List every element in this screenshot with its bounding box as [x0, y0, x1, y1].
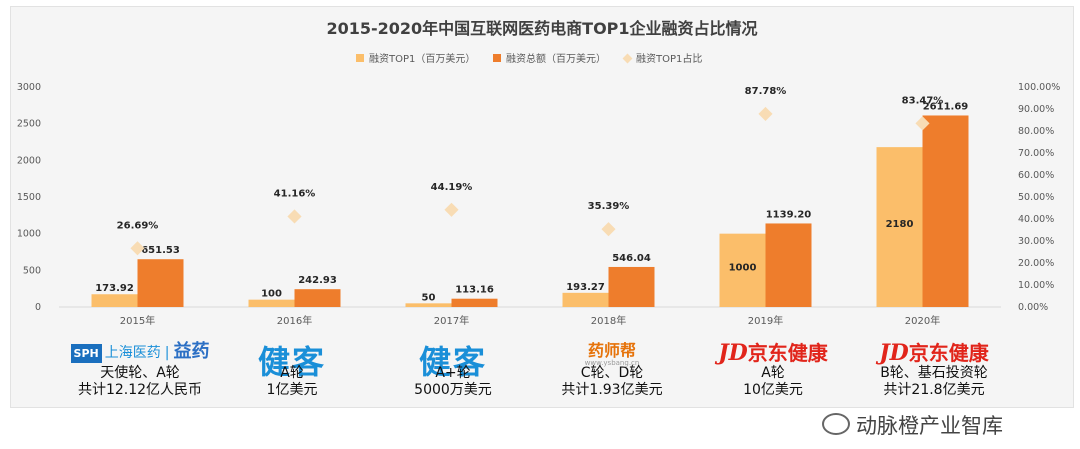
caption-amount: 5000万美元 [414, 382, 492, 398]
y-right-tick: 90.00% [1018, 104, 1054, 115]
bar-top1-2015年 [91, 294, 138, 307]
y-left-tick: 0 [35, 302, 41, 313]
y-left-tick: 500 [23, 265, 41, 276]
legend-marker-2 [622, 53, 633, 64]
share-point-2016年 [287, 209, 302, 224]
logo-jd-health-2020: JD京东健康 [879, 340, 989, 366]
caption-2019: A轮 10亿美元 [688, 365, 858, 399]
x-tick-2015年: 2015年 [120, 314, 155, 327]
y-right-tick: 20.00% [1018, 258, 1054, 269]
legend-marker-1 [493, 54, 501, 62]
bar-total-label-2015年: 651.53 [141, 245, 180, 256]
caption-round: A轮 [761, 365, 785, 381]
bar-top1-label-2016年: 100 [261, 289, 282, 300]
wechat-icon [822, 413, 850, 435]
bar-top1-label-2020年: 2180 [886, 219, 914, 230]
x-tick-2019年: 2019年 [748, 314, 783, 327]
y-left-tick: 2000 [17, 155, 41, 166]
share-label-2017年: 44.19% [431, 182, 473, 193]
bar-top1-2018年 [562, 292, 609, 307]
share-point-2018年 [601, 222, 616, 237]
y-left-tick: 2500 [17, 119, 41, 130]
bar-top1-2016年 [248, 299, 295, 307]
caption-2015: 天使轮、A轮 共计12.12亿人民币 [55, 365, 225, 399]
legend-label-2: 融资TOP1占比 [636, 52, 702, 65]
caption-round: A+轮 [435, 365, 471, 381]
y-right-tick: 10.00% [1018, 280, 1054, 291]
bar-total-2019年 [765, 223, 812, 307]
y-right-tick: 50.00% [1018, 192, 1054, 203]
logo-yaoshibang: 药师帮 www.ysbang.cn [584, 341, 640, 367]
bar-total-2020年 [922, 115, 969, 307]
caption-amount: 1亿美元 [266, 382, 318, 398]
bar-top1-label-2017年: 50 [422, 292, 436, 303]
caption-amount: 10亿美元 [743, 382, 803, 398]
bar-total-label-2017年: 113.16 [455, 285, 494, 296]
watermark: 动脉橙产业智库 [822, 410, 1003, 440]
share-label-2016年: 41.16% [274, 188, 316, 199]
y-left-tick: 1500 [17, 192, 41, 203]
legend-label-1: 融资总额（百万美元） [506, 52, 606, 65]
bar-total-2016年 [294, 289, 341, 307]
bar-top1-2020年 [876, 147, 923, 307]
y-right-tick: 80.00% [1018, 126, 1054, 137]
caption-2016: A轮 1亿美元 [207, 365, 377, 399]
caption-round: C轮、D轮 [580, 365, 644, 381]
bar-top1-2017年 [405, 303, 452, 307]
x-tick-2016年: 2016年 [277, 314, 312, 327]
share-point-2020年 [915, 116, 930, 131]
bar-top1-label-2015年: 173.92 [95, 283, 134, 294]
y-right-tick: 100.00% [1018, 82, 1060, 93]
share-label-2020年: 83.47% [902, 95, 944, 106]
bar-total-2015年 [137, 259, 184, 307]
y-right-tick: 60.00% [1018, 170, 1054, 181]
y-right-tick: 0.00% [1018, 302, 1048, 313]
x-tick-2017年: 2017年 [434, 314, 469, 327]
y-right-tick: 40.00% [1018, 214, 1054, 225]
chart-title: 2015-2020年中国互联网医药电商TOP1企业融资占比情况 [326, 19, 757, 38]
share-label-2015年: 26.69% [117, 220, 159, 231]
legend-marker-0 [356, 54, 364, 62]
x-tick-2020年: 2020年 [905, 314, 940, 327]
legend-label-0: 融资TOP1（百万美元） [369, 52, 475, 65]
share-point-2019年 [758, 106, 773, 121]
y-left-tick: 1000 [17, 229, 41, 240]
caption-2018: C轮、D轮 共计1.93亿美元 [527, 365, 697, 399]
caption-round: 天使轮、A轮 [100, 365, 180, 381]
bar-top1-2019年 [719, 233, 766, 307]
logo-jianke-2017: 健客 [418, 343, 487, 381]
caption-round: B轮、基石投资轮 [880, 365, 988, 381]
bar-total-label-2019年: 1139.20 [766, 209, 812, 220]
bar-total-2017年 [451, 298, 498, 307]
bar-total-label-2018年: 546.04 [612, 253, 651, 264]
share-label-2019年: 87.78% [745, 86, 787, 97]
caption-2017: A+轮 5000万美元 [368, 365, 538, 399]
x-tick-2018年: 2018年 [591, 314, 626, 327]
logo-jianke-2016: 健客 [257, 343, 326, 381]
share-label-2018年: 35.39% [588, 201, 630, 212]
logo-jd-health-2019: JD京东健康 [718, 340, 828, 366]
bar-top1-label-2018年: 193.27 [566, 282, 605, 293]
bar-total-label-2016年: 242.93 [298, 275, 337, 286]
chart-frame: 2015-2020年中国互联网医药电商TOP1企业融资占比情况融资TOP1（百万… [10, 6, 1074, 408]
bar-total-2018年 [608, 266, 655, 307]
chart: 2015-2020年中国互联网医药电商TOP1企业融资占比情况融资TOP1（百万… [17, 19, 1060, 327]
bar-top1-label-2019年: 1000 [729, 262, 757, 273]
y-right-tick: 30.00% [1018, 236, 1054, 247]
bar-total-label-2020年: 2611.69 [923, 101, 969, 112]
caption-amount: 共计21.8亿美元 [883, 382, 985, 398]
caption-amount: 共计12.12亿人民币 [77, 382, 203, 398]
caption-2020: B轮、基石投资轮 共计21.8亿美元 [849, 365, 1019, 399]
y-right-tick: 70.00% [1018, 148, 1054, 159]
y-left-tick: 3000 [17, 82, 41, 93]
logo-shanghai-pharma-yiyao: SPH 上海医药 | 益药 [55, 337, 225, 363]
caption-round: A轮 [280, 365, 304, 381]
caption-amount: 共计1.93亿美元 [561, 382, 663, 398]
share-point-2017年 [444, 202, 459, 217]
